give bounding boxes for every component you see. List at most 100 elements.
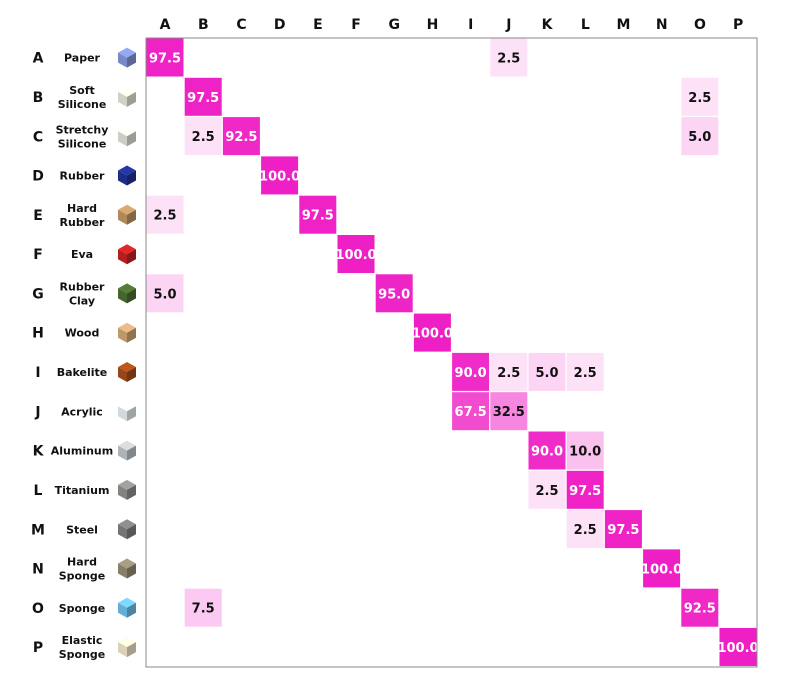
cell-label: 90.0 — [531, 445, 563, 460]
cell-label: 97.5 — [607, 523, 639, 538]
cell-label: 10.0 — [569, 445, 601, 460]
elastic-sponge-cube-icon — [118, 637, 136, 658]
row-labels: A Paper B Soft Silicone C Stretchy Silicone D Rub… — [31, 47, 136, 661]
cell-g-a — [146, 274, 184, 313]
cell-i-l — [566, 352, 604, 391]
column-label-a: A — [160, 17, 171, 33]
row-label-g: G — [32, 286, 44, 302]
cell-label: 100.0 — [641, 562, 682, 577]
column-label-h: H — [427, 17, 439, 33]
column-label-i: I — [468, 17, 473, 33]
cell-label: 2.5 — [574, 366, 597, 381]
steel-cube-icon — [118, 519, 136, 540]
row-name-f: Eva — [71, 248, 93, 261]
cell-label: 2.5 — [192, 130, 215, 145]
column-label-p: P — [733, 17, 743, 33]
cell-f-f — [337, 235, 375, 273]
cell-label: 2.5 — [153, 209, 176, 224]
cell-label: 7.5 — [192, 602, 215, 617]
cell-label: 2.5 — [497, 366, 520, 381]
cell-l-l — [566, 470, 604, 509]
row-label-b: B — [33, 90, 44, 106]
cell-j-i — [452, 392, 490, 431]
cell-k-l — [566, 431, 604, 470]
cell-label: 100.0 — [717, 641, 758, 656]
column-label-d: D — [274, 17, 286, 33]
cell-e-e — [299, 195, 337, 234]
cell-k-k — [528, 431, 566, 470]
row-name-c: Stretchy Silicone — [56, 123, 109, 150]
column-label-c: C — [236, 17, 246, 33]
row-label-f: F — [33, 247, 43, 263]
row-name-a: Paper — [64, 52, 101, 65]
cell-label: 5.0 — [535, 366, 558, 381]
row-label-n: N — [32, 562, 44, 578]
cell-a-a — [146, 38, 184, 77]
row-label-a: A — [33, 51, 44, 67]
cell-label: 95.0 — [378, 287, 410, 302]
cell-label: 90.0 — [455, 366, 487, 381]
cell-label: 92.5 — [225, 130, 257, 145]
cell-g-g — [375, 274, 413, 313]
column-label-k: K — [542, 17, 554, 33]
cell-c-b — [184, 117, 222, 156]
row-name-b: Soft Silicone — [58, 84, 107, 111]
cell-m-l — [566, 510, 604, 549]
cell-label: 100.0 — [335, 248, 376, 263]
cell-p-p — [719, 628, 757, 666]
cell-c-o — [681, 117, 719, 156]
paper-cube-icon — [118, 47, 136, 68]
cell-label: 100.0 — [259, 169, 300, 184]
row-label-k: K — [33, 444, 45, 460]
cell-label: 92.5 — [684, 602, 716, 617]
plot-frame — [145, 37, 758, 668]
cell-label: 97.5 — [302, 209, 334, 224]
cell-label: 2.5 — [497, 52, 520, 67]
cell-label: 2.5 — [574, 523, 597, 538]
cell-b-o — [681, 77, 719, 116]
row-name-p: Elastic Sponge — [59, 634, 106, 661]
row-name-j: Acrylic — [61, 405, 103, 418]
cells-layer: 97.5 2.5 97.5 2.5 2.5 92.5 5.0 100.0 2.5 97.5 100.… — [146, 38, 759, 666]
soft-silicone-cube-icon — [118, 86, 136, 107]
cell-e-a — [146, 195, 184, 234]
row-name-g: Rubber Clay — [60, 280, 106, 307]
cell-label: 97.5 — [187, 91, 219, 106]
sponge-cube-icon — [118, 597, 136, 618]
cell-label: 5.0 — [688, 130, 711, 145]
row-label-j: J — [34, 404, 40, 420]
row-label-o: O — [32, 601, 44, 617]
cell-label: 67.5 — [455, 405, 487, 420]
cell-label: 2.5 — [688, 91, 711, 106]
row-label-e: E — [33, 208, 43, 224]
cell-label: 32.5 — [493, 405, 525, 420]
column-label-o: O — [694, 17, 706, 33]
hard-rubber-cube-icon — [118, 204, 136, 225]
cell-i-i — [452, 352, 490, 391]
bakelite-cube-icon — [118, 362, 136, 382]
cell-i-k — [528, 352, 566, 391]
cell-o-b — [184, 588, 222, 627]
hard-sponge-cube-icon — [118, 558, 136, 579]
rubber-cube-icon — [118, 165, 136, 186]
cell-n-n — [643, 549, 681, 588]
column-label-j: J — [505, 17, 511, 33]
wood-cube-icon — [118, 322, 136, 343]
row-label-i: I — [35, 365, 40, 381]
stretchy-silicone-cube-icon — [118, 126, 136, 147]
cell-i-j — [490, 352, 528, 391]
row-name-d: Rubber — [60, 170, 106, 183]
column-label-b: B — [198, 17, 209, 33]
cell-c-c — [222, 117, 260, 156]
cell-a-j — [490, 38, 528, 77]
column-label-m: M — [617, 17, 631, 33]
titanium-cube-icon — [118, 479, 136, 500]
row-name-e: Hard Rubber — [60, 202, 106, 229]
acrylic-cube-icon — [118, 401, 136, 422]
column-labels: A B C D E F G H I J K L M N O P — [160, 17, 744, 33]
cell-label: 2.5 — [535, 484, 558, 499]
row-name-h: Wood — [65, 327, 100, 340]
cell-label: 97.5 — [149, 52, 181, 67]
row-name-n: Hard Sponge — [59, 556, 106, 583]
